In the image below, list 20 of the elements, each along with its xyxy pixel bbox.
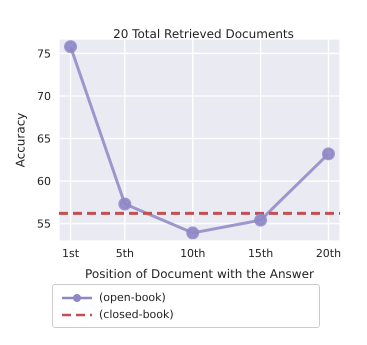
point	[322, 147, 335, 160]
x-tick-label: 5th	[116, 246, 134, 260]
point	[118, 198, 132, 210]
legend-label: (open-book)	[99, 291, 166, 304]
y-tick-label: 65	[37, 132, 51, 146]
point	[254, 214, 268, 227]
y-tick-label: 75	[37, 47, 51, 60]
x-tick-label: 20th	[316, 246, 342, 260]
x-axis-title: Position of Document with the Answer	[85, 267, 314, 281]
x-tick-label: 10th	[180, 246, 206, 260]
y-tick-label: 60	[37, 174, 51, 188]
point	[64, 40, 78, 54]
x-tick-label: 1st	[62, 246, 80, 260]
x-tick-label: 15th	[248, 246, 274, 260]
legend-label: (closed-book)	[99, 308, 174, 321]
y-axis-title: Accuracy	[13, 112, 28, 168]
y-tick-label: 70	[37, 90, 51, 103]
y-tick-label: 55	[37, 217, 51, 230]
point	[186, 226, 200, 240]
chart-title: 20 Total Retrieved Documents	[112, 27, 295, 41]
